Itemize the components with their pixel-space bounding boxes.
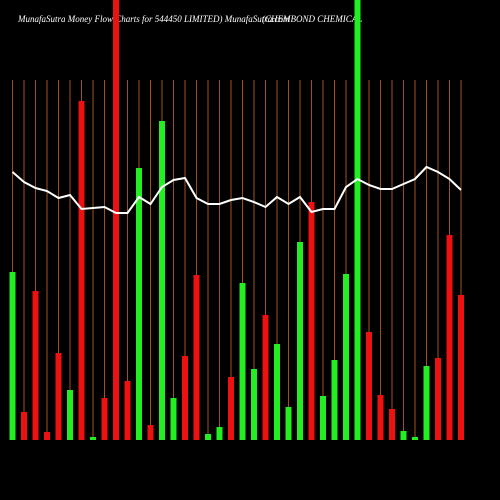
bar — [389, 409, 395, 440]
bar — [400, 431, 407, 440]
bar — [147, 425, 154, 440]
bar — [228, 377, 234, 440]
bar — [274, 344, 280, 440]
bar — [239, 283, 246, 440]
bar — [446, 235, 453, 440]
bar — [262, 315, 269, 440]
bar — [32, 291, 39, 440]
bar — [78, 101, 85, 440]
bar — [435, 358, 441, 440]
chart-subtitle: (CHEMBOND CHEMICAL — [262, 14, 362, 24]
bar — [251, 369, 257, 440]
bar — [320, 396, 326, 440]
bar — [458, 295, 464, 440]
bar — [44, 432, 50, 440]
bar — [343, 274, 349, 440]
bar — [55, 353, 62, 440]
money-flow-line — [11, 165, 462, 214]
bar — [124, 381, 131, 440]
bar — [205, 434, 211, 440]
bar — [412, 437, 418, 440]
bar — [423, 366, 430, 440]
bar — [216, 427, 223, 440]
bar — [308, 202, 315, 440]
bar — [366, 332, 372, 440]
bar — [101, 398, 108, 440]
bar — [90, 437, 96, 440]
bar — [136, 168, 142, 440]
bar — [297, 242, 303, 440]
bar — [67, 390, 73, 440]
bar — [170, 398, 177, 440]
bar — [182, 356, 188, 440]
bar — [377, 395, 384, 440]
chart-title: MunafaSutra Money Flow Charts for 544450… — [17, 14, 290, 24]
bar — [354, 0, 361, 440]
bar — [285, 407, 292, 440]
bar — [331, 360, 338, 440]
bar — [193, 275, 200, 440]
bar — [159, 121, 165, 440]
bar — [9, 272, 16, 440]
bar — [21, 412, 27, 440]
bar — [113, 0, 119, 440]
